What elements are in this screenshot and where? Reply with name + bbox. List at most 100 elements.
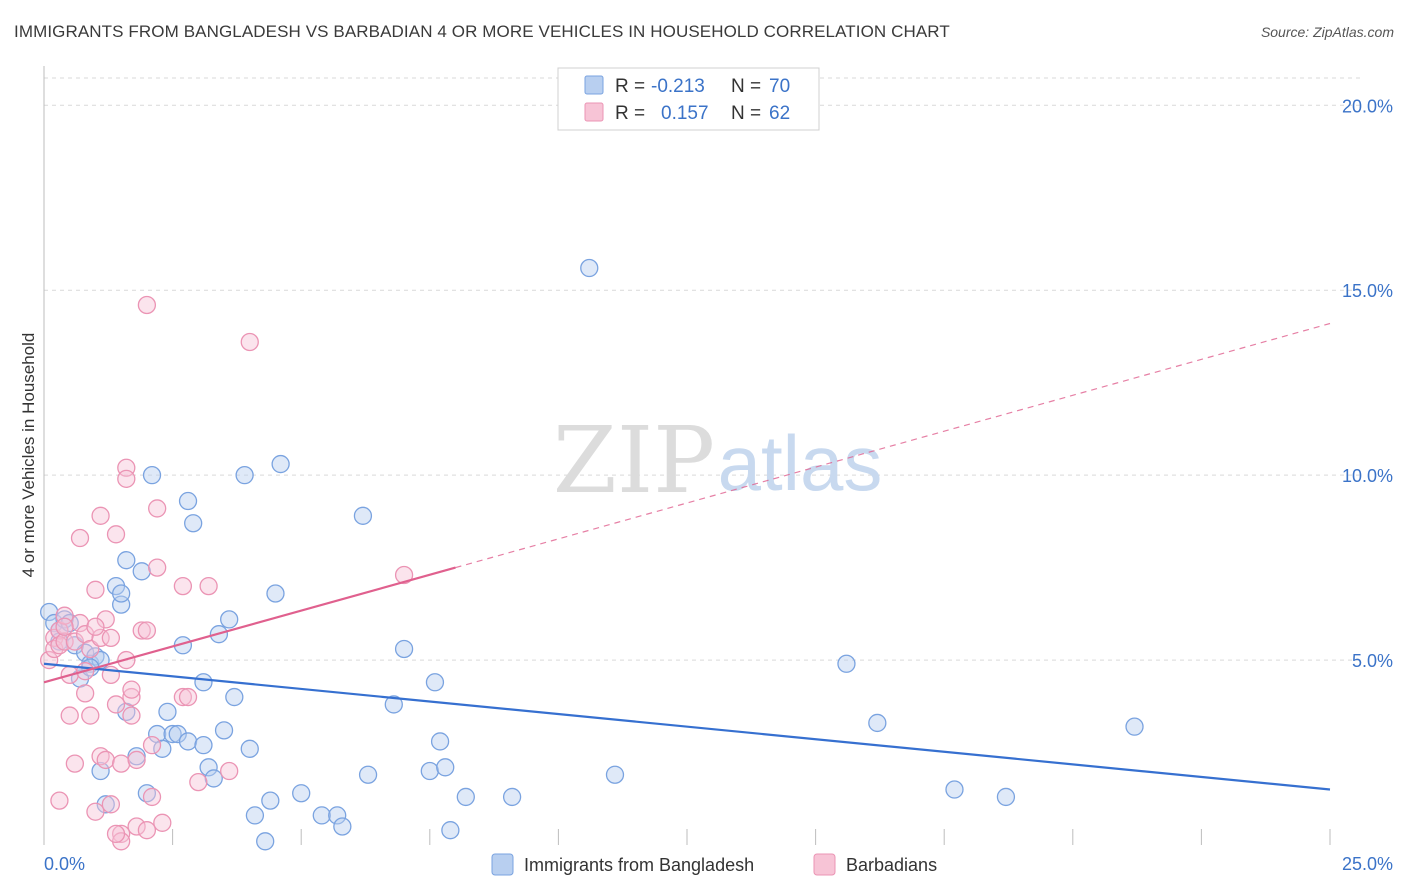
barbadian-point: [96, 610, 115, 629]
y-tick-label: 15.0%: [1342, 281, 1393, 301]
bangladesh-point: [996, 787, 1016, 807]
bangladesh-point: [441, 821, 460, 840]
barbadian-point: [173, 687, 193, 707]
bangladesh-point: [436, 758, 455, 777]
legend-n-value-1: 70: [769, 76, 790, 97]
barbadian-point: [65, 632, 85, 651]
bangladesh-point: [194, 673, 213, 692]
legend-swatch-blue: [584, 75, 604, 95]
barbadian-point: [132, 621, 151, 640]
legend-n-label-1: N =: [731, 76, 761, 97]
barbadian-point: [96, 750, 115, 770]
bangladesh-point: [358, 765, 378, 784]
barbadian-point: [137, 295, 157, 315]
y-tick-label: 5.0%: [1352, 651, 1393, 671]
bottom-legend-label-1: Immigrants from Bangladesh: [524, 855, 754, 875]
barbadian-point: [101, 795, 121, 814]
bangladesh-point: [214, 721, 234, 740]
barbadian-point: [189, 772, 208, 792]
bottom-legend-label-2: Barbadians: [846, 855, 937, 875]
barbadian-point: [178, 687, 198, 707]
barbadian-point: [173, 576, 193, 596]
barbadian-point: [65, 754, 85, 773]
barbadian-point: [86, 617, 105, 636]
bangladesh-point: [204, 769, 223, 788]
bangladesh-point: [96, 795, 115, 814]
barbadian-point: [101, 628, 121, 648]
bangladesh-point: [425, 673, 445, 692]
watermark-zip: ZIP: [553, 407, 715, 514]
bangladesh-point: [199, 758, 218, 777]
bangladesh-point: [328, 806, 347, 825]
bangladesh-point: [394, 639, 414, 659]
bangladesh-point: [220, 610, 239, 629]
bangladesh-point: [112, 584, 131, 603]
bangladesh-point: [240, 739, 259, 758]
series-legend: Immigrants from Bangladesh Barbadians: [491, 853, 937, 876]
bangladesh-point: [271, 454, 290, 474]
barbadian-point: [137, 621, 157, 640]
bangladesh-point: [430, 732, 450, 751]
barbadian-point: [106, 695, 126, 714]
chart-title: IMMIGRANTS FROM BANGLADESH VS BARBADIAN …: [14, 22, 950, 41]
barbadian-point: [50, 791, 69, 810]
correlation-legend: R = -0.213 N = 70 R = 0.157 N = 62: [557, 67, 820, 131]
bangladesh-point: [178, 491, 198, 511]
bangladesh-point: [91, 761, 110, 781]
barbadian-point: [86, 802, 105, 821]
bangladesh-point: [168, 724, 187, 744]
barbadian-point: [86, 580, 105, 599]
barbadian-point: [55, 617, 74, 636]
barbadian-point: [148, 499, 167, 518]
barbadian-point: [91, 506, 110, 525]
bangladesh-point: [39, 602, 59, 622]
bangladesh-point: [225, 687, 244, 707]
bangladesh-point: [502, 787, 522, 807]
bangladesh-point: [580, 258, 599, 278]
bangladesh-point: [117, 551, 136, 570]
barbadian-point: [394, 565, 414, 585]
bangladesh-point: [132, 562, 151, 581]
bangladesh-point: [184, 514, 203, 533]
bangladesh-point: [292, 784, 311, 803]
barbadian-point: [122, 680, 141, 699]
series-barbadians-points: [39, 295, 414, 851]
legend-r-value-2: 0.157: [661, 103, 709, 124]
barbadian-point: [106, 525, 126, 544]
bangladesh-point: [1125, 717, 1144, 736]
barbadian-point: [60, 706, 79, 725]
barbadian-trend-line: [43, 566, 456, 684]
bangladesh-point: [353, 506, 373, 525]
bangladesh-point: [235, 465, 254, 485]
legend-r-label-1: R =: [615, 76, 645, 97]
bangladesh-point: [261, 791, 280, 810]
bottom-legend-swatch-blue: [491, 853, 514, 876]
x-tick-label: 0.0%: [44, 854, 85, 874]
barbadian-trend-extension: [455, 322, 1331, 569]
source-label: Source: ZipAtlas.com: [1260, 24, 1394, 40]
bangladesh-point: [420, 761, 439, 781]
y-axis-label: 4 or more Vehicles in Household: [19, 333, 38, 578]
barbadian-point: [81, 706, 100, 725]
bangladesh-point: [142, 465, 162, 485]
x-axis-tick-labels: 0.0% 25.0%: [44, 854, 1393, 874]
series-bangladesh-points: [39, 258, 1144, 851]
barbadian-point: [127, 750, 146, 770]
barbadian-point: [112, 824, 131, 844]
bangladesh-point: [163, 724, 182, 744]
gridlines: [43, 66, 1360, 845]
bangladesh-point: [194, 735, 213, 755]
barbadian-point: [142, 787, 162, 807]
watermark-atlas: atlas: [718, 419, 883, 507]
bangladesh-point: [605, 765, 625, 784]
bangladesh-point: [245, 806, 265, 825]
barbadian-point: [142, 735, 162, 755]
bangladesh-point: [266, 584, 285, 603]
bottom-legend-swatch-pink: [813, 853, 836, 876]
bangladesh-point: [153, 739, 172, 758]
bangladesh-point: [456, 787, 475, 807]
barbadian-point: [70, 528, 90, 548]
bangladesh-trend-line: [43, 662, 1331, 791]
barbadian-point: [91, 628, 110, 648]
bangladesh-point: [158, 702, 177, 722]
